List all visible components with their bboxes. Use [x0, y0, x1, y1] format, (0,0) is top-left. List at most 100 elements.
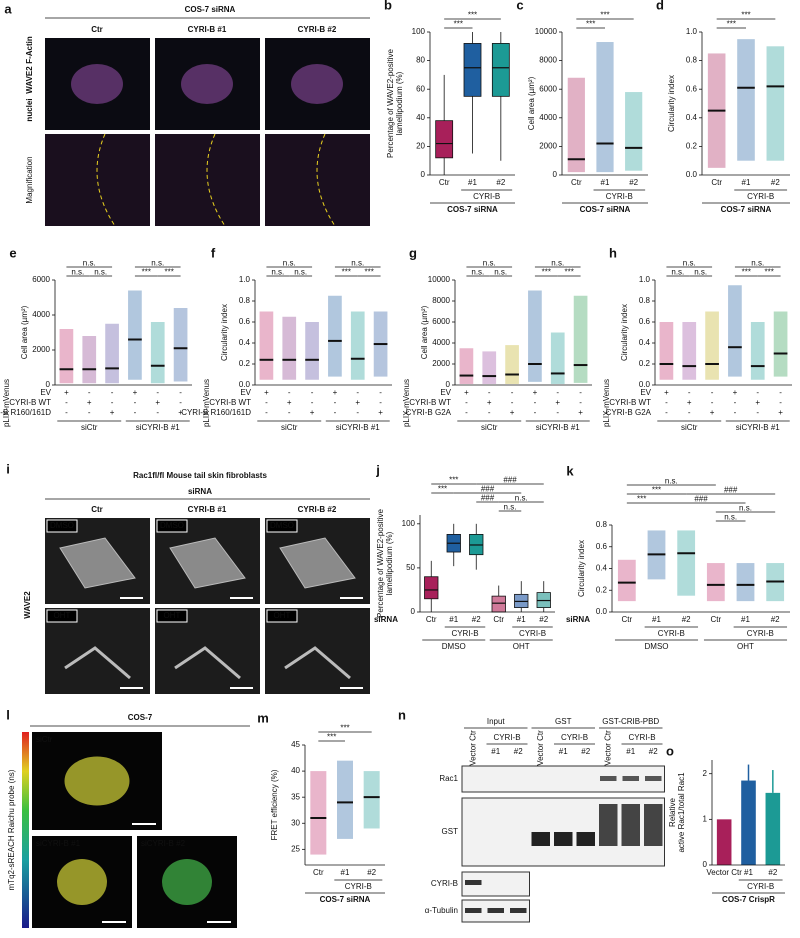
- row-mark: -: [488, 408, 491, 417]
- y-tick-label: 45: [291, 740, 300, 749]
- y-axis-title: lamellipodium (%): [385, 531, 394, 595]
- spread: [550, 332, 565, 384]
- group-label: CYRI-B: [747, 882, 774, 891]
- y-axis-title: lamellipodium (%): [395, 71, 404, 135]
- row-mark: +: [578, 408, 583, 417]
- panel-title: Rac1fl/fl Mouse tail skin fibroblasts: [133, 471, 267, 480]
- lane-label: #2: [514, 747, 523, 756]
- column-label: Ctr: [91, 25, 103, 34]
- panel-letter: h: [609, 245, 617, 260]
- color-bar: [22, 732, 29, 928]
- x-tick-label: Ctr: [313, 868, 324, 877]
- cell: [64, 646, 131, 680]
- row-name: EV: [40, 388, 51, 397]
- row-mark: -: [779, 398, 782, 407]
- blot-label: α-Tubulin: [425, 906, 458, 915]
- y-tick-label: 20: [416, 142, 425, 151]
- image: [45, 134, 150, 226]
- cell: [181, 64, 233, 104]
- y-tick-label: 25: [291, 844, 300, 853]
- x-tick-label: Ctr: [711, 178, 722, 187]
- row-mark: -: [465, 398, 468, 407]
- row-mark: +: [155, 398, 160, 407]
- y-tick-label: 6000: [539, 84, 557, 93]
- x-tick-label: Ctr: [621, 615, 632, 624]
- significance: ###: [481, 494, 495, 503]
- row-name: CYRI-B WT: [409, 398, 451, 407]
- row-mark: -: [688, 408, 691, 417]
- y-axis-title: Circularity index: [667, 75, 676, 132]
- cell-edge: [206, 133, 226, 227]
- row-mark: -: [311, 388, 314, 397]
- y-tick-label: 1.0: [639, 275, 651, 284]
- treatment-label: OHT: [164, 611, 181, 620]
- significance: ***: [340, 724, 349, 733]
- spread: [528, 290, 542, 382]
- box: [463, 43, 482, 97]
- row-mark: +: [333, 388, 338, 397]
- group-label: CYRI-B: [606, 192, 633, 201]
- spread: [482, 351, 497, 384]
- y-tick-label: 0.4: [639, 338, 651, 347]
- y-tick-label: 0.6: [239, 317, 251, 326]
- significance: n.s.: [551, 259, 564, 268]
- row-mark: -: [534, 408, 537, 417]
- y-tick-label: 6000: [432, 317, 450, 326]
- stain-label: WAVE2: [25, 66, 34, 94]
- row-mark: -: [179, 388, 182, 397]
- group-label: DMSO: [442, 642, 466, 651]
- cell: [284, 646, 351, 680]
- significance: n.s.: [294, 268, 307, 277]
- y-tick-label: 10000: [535, 27, 558, 36]
- sub-group-label: CYRI-B: [519, 629, 546, 638]
- footer: COS-7 siRNA: [447, 205, 498, 214]
- y-tick-label: 0: [421, 170, 426, 179]
- significance: ***: [542, 268, 551, 277]
- row-mark: -: [711, 398, 714, 407]
- significance: n.s.: [665, 477, 678, 486]
- band: [554, 832, 573, 846]
- treatment-label: DMSO: [50, 521, 74, 530]
- y-axis-title: Cell area (µm²): [527, 76, 536, 130]
- row-name: EV: [240, 388, 251, 397]
- significance: n.s.: [683, 259, 696, 268]
- row-mark: -: [556, 388, 559, 397]
- side-label: pLIX-mVenus: [602, 379, 611, 427]
- x-tick-label: #2: [496, 178, 505, 187]
- panel-letter: e: [9, 245, 16, 260]
- group-label: siCYRI-B #1: [736, 423, 781, 432]
- lane-label: #2: [649, 747, 658, 756]
- row-label: siRNA: [374, 615, 398, 624]
- band: [621, 804, 640, 846]
- spread: [150, 322, 165, 384]
- group-label: OHT: [513, 642, 530, 651]
- y-tick-label: 0: [703, 860, 708, 869]
- y-axis-title: Cell area (µm²): [20, 305, 29, 359]
- row-mark: -: [156, 388, 159, 397]
- row-name: CYRI-B R160/161D: [181, 408, 251, 417]
- box: [491, 595, 506, 613]
- y-tick-label: 0.4: [596, 564, 608, 573]
- panel-letter: i: [6, 461, 10, 476]
- significance: ***: [164, 268, 173, 277]
- spread: [259, 311, 274, 380]
- x-tick-label: #2: [629, 178, 638, 187]
- spread: [705, 311, 719, 380]
- y-axis-title: FRET efficiency (%): [270, 769, 279, 840]
- sub-group-label: CYRI-B: [658, 629, 685, 638]
- row-mark: +: [733, 388, 738, 397]
- row-mark: +: [133, 388, 138, 397]
- y-tick-label: 8000: [432, 296, 450, 305]
- group-label: CYRI-B: [345, 882, 372, 891]
- y-tick-label: 2000: [32, 345, 50, 354]
- section-label: GST-CRIB-PBD: [602, 717, 659, 726]
- significance: n.s.: [494, 268, 507, 277]
- significance: n.s.: [351, 259, 364, 268]
- row-mark: -: [488, 388, 491, 397]
- row-mark: +: [64, 388, 69, 397]
- row-mark: -: [65, 408, 68, 417]
- x-tick-label: #2: [367, 868, 376, 877]
- group-label: siCYRI-B #1: [336, 423, 381, 432]
- lane-label: Vector Ctr: [468, 730, 477, 766]
- x-tick-label: #1: [601, 178, 610, 187]
